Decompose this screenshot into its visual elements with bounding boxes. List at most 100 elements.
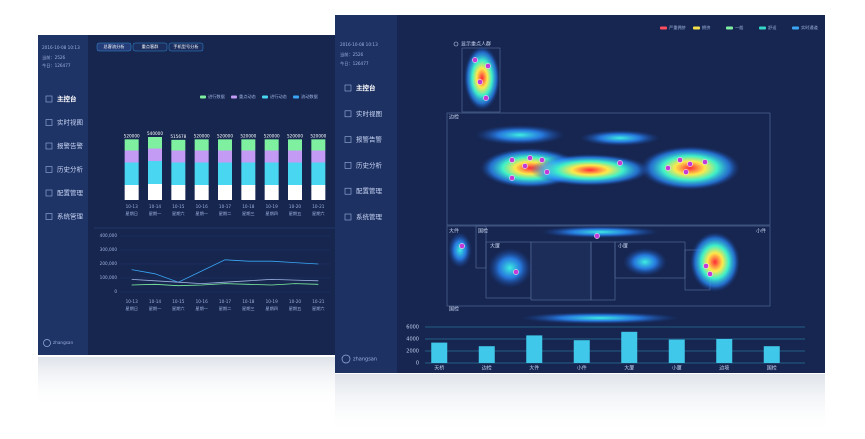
nav-item[interactable]: 实时视图 [57, 118, 83, 127]
y-tick-label: 4000 [406, 337, 419, 343]
x-tick-sublabel: 星期一 [149, 211, 162, 217]
nav-item[interactable]: 系统管理 [57, 212, 84, 221]
x-tick-label: 10-19 [266, 204, 279, 209]
x-tick-label: 10-13 [126, 299, 139, 304]
x-tick-label: 大厦 [624, 365, 634, 372]
user[interactable]: zhangsan [53, 340, 73, 345]
zone-label: 小件 [756, 228, 766, 235]
bar [264, 139, 279, 200]
nav-item[interactable]: 主控台 [57, 94, 77, 103]
bar [124, 139, 139, 200]
x-tick-sublabel: 星期四 [265, 211, 278, 217]
tab-label[interactable]: 总客流分析 [104, 43, 125, 50]
x-tick-sublabel: 星期六 [312, 210, 325, 217]
tab-label[interactable]: 手机型号分析 [173, 43, 198, 50]
tab[interactable] [168, 42, 204, 52]
x-tick-sublabel: 星期日 [125, 211, 138, 217]
zone-label: 边检 [449, 114, 459, 121]
sidebar [38, 35, 88, 355]
x-tick-label: 10-16 [196, 299, 209, 304]
x-tick-label: 10-18 [242, 204, 255, 209]
zone-label: 国检 [449, 306, 459, 313]
toggle-radio[interactable] [453, 41, 459, 47]
user[interactable]: zhangsan [353, 357, 377, 363]
x-tick-sublabel: 星期六 [172, 305, 185, 312]
bar [218, 139, 232, 200]
x-tick-label: 10-15 [172, 204, 185, 209]
x-tick-label: 10-16 [196, 204, 209, 209]
front-panel: 2016-10-08 10:13 当前：2526 今日：126477 zhang… [335, 15, 825, 373]
x-tick-sublabel: 星期一 [195, 306, 208, 312]
legend-label: 一般 [735, 24, 744, 31]
bar [194, 139, 209, 200]
legend-swatch [293, 95, 299, 99]
nav-icon [344, 162, 352, 169]
legend-swatch [262, 95, 268, 99]
y-tick-label: 200,000 [100, 261, 118, 266]
y-tick-label: 0 [114, 289, 117, 294]
bar-value: 520000 [287, 133, 303, 138]
toggle[interactable]: 显示重点人群 [461, 41, 491, 48]
heatmap [448, 46, 740, 324]
x-tick-label: 10-19 [266, 299, 279, 304]
y-tick-label: 2000 [406, 349, 419, 355]
nav-item[interactable]: 实时视图 [356, 109, 382, 118]
x-tick-sublabel: 星期五 [289, 211, 302, 217]
bar [311, 139, 326, 200]
legend-swatch [693, 26, 700, 30]
nav-icon [45, 119, 53, 126]
y-tick-label: 400,000 [100, 233, 118, 238]
x-tick-label: 国检 [767, 365, 777, 372]
nav-icon [344, 84, 352, 92]
zone-label: 国检 [478, 228, 488, 235]
x-tick-sublabel: 星期一 [149, 306, 162, 312]
x-tick-sublabel: 星期五 [289, 306, 302, 312]
nav-item[interactable]: 历史分析 [57, 165, 84, 174]
nav-item[interactable]: 历史分析 [356, 160, 383, 169]
x-tick-sublabel: 星期六 [312, 305, 325, 312]
bar [621, 331, 638, 363]
nav-item[interactable]: 报警告警 [356, 135, 383, 144]
bar [171, 139, 186, 200]
bar [716, 339, 733, 363]
x-tick-sublabel: 星期二 [219, 211, 232, 217]
bar-value: 520000 [124, 133, 140, 138]
nav-item[interactable]: 配置管理 [356, 186, 383, 195]
bar [478, 346, 495, 363]
tab-label[interactable]: 重点客群 [142, 43, 160, 50]
x-tick-label: 天桥 [434, 365, 444, 372]
legend-label: 严重拥挤 [669, 24, 687, 31]
x-tick-label: 10-17 [219, 299, 232, 304]
legend-swatch [660, 26, 667, 30]
user-icon [341, 354, 351, 364]
y-tick-label: 100,000 [100, 275, 118, 280]
nav-item[interactable]: 报警告警 [57, 141, 84, 150]
bar [526, 335, 543, 363]
bar [148, 137, 162, 200]
line-series [131, 278, 319, 285]
legend-label: 进行动态 [270, 93, 287, 100]
zone-label: 大厦 [490, 243, 500, 250]
nav-icon [45, 213, 53, 220]
back-panel: 2016-10-08 10:13 当前：2526 今日：126477 zhang… [38, 35, 340, 355]
bar-value: 515678 [170, 134, 186, 139]
x-tick-sublabel: 星期六 [172, 210, 185, 217]
line-series [131, 259, 319, 283]
today-count: 今日：126477 [340, 60, 369, 67]
nav-item[interactable]: 配置管理 [57, 188, 84, 197]
legend-label: 进行数据 [208, 93, 225, 100]
tab[interactable] [96, 42, 132, 52]
x-tick-sublabel: 星期一 [195, 211, 208, 217]
bar [288, 139, 302, 200]
legend-label: 重点动态 [239, 93, 256, 100]
x-tick-label: 10-17 [219, 204, 232, 209]
nav-item[interactable]: 系统管理 [356, 212, 383, 221]
tab[interactable] [132, 42, 168, 52]
legend-swatch [726, 26, 733, 30]
nav-icon [344, 136, 352, 143]
bar [431, 342, 448, 363]
nav-icon [45, 142, 53, 150]
user-icon [43, 339, 51, 347]
nav-item[interactable]: 主控台 [356, 83, 376, 92]
